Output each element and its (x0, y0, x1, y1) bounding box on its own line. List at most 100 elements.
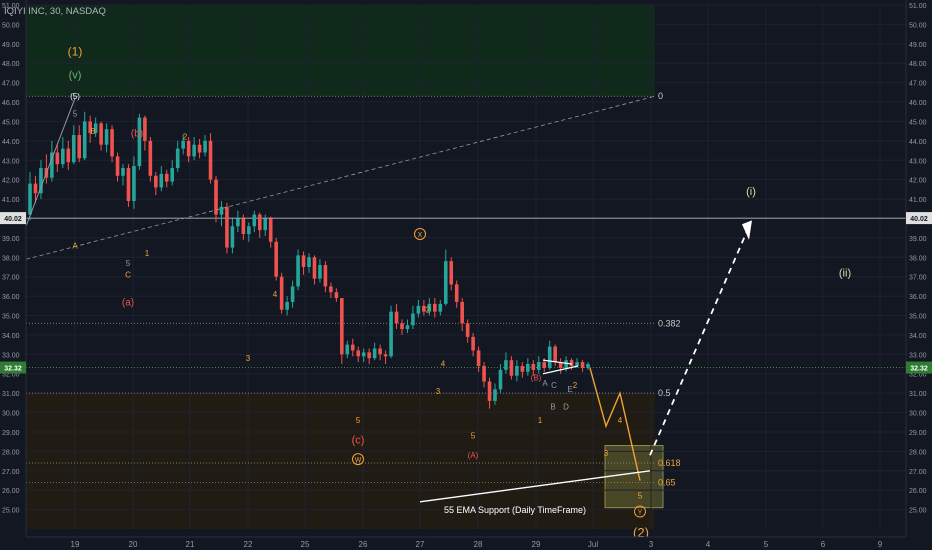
candle[interactable] (55, 144, 60, 172)
candle[interactable] (498, 364, 503, 394)
candle[interactable] (531, 360, 536, 376)
candle[interactable] (438, 299, 443, 316)
candle[interactable] (471, 332, 475, 357)
candle[interactable] (334, 288, 339, 302)
candle[interactable] (208, 133, 213, 184)
candle[interactable] (312, 255, 317, 285)
candle[interactable] (77, 125, 82, 163)
candle[interactable] (170, 160, 175, 186)
candle[interactable] (411, 305, 415, 330)
candle[interactable] (181, 135, 185, 155)
candle[interactable] (301, 251, 306, 275)
candle[interactable] (520, 362, 525, 378)
candle[interactable] (121, 164, 125, 186)
candle[interactable] (443, 249, 448, 306)
candle[interactable] (175, 140, 180, 172)
candle[interactable] (536, 356, 541, 374)
candle[interactable] (509, 356, 514, 380)
candle[interactable] (225, 202, 229, 254)
candle[interactable] (329, 282, 333, 299)
candle[interactable] (28, 171, 32, 221)
candle[interactable] (515, 360, 519, 382)
candle[interactable] (110, 125, 114, 163)
candle[interactable] (137, 113, 142, 170)
candle[interactable] (296, 249, 300, 291)
candle[interactable] (340, 298, 344, 365)
candle[interactable] (433, 298, 437, 318)
candle[interactable] (405, 319, 410, 333)
candle[interactable] (203, 135, 207, 157)
candle[interactable] (214, 175, 218, 223)
candle[interactable] (186, 136, 191, 163)
candle[interactable] (318, 259, 322, 283)
candlesticks[interactable] (28, 111, 590, 409)
candle[interactable] (372, 342, 377, 361)
candle[interactable] (279, 272, 284, 314)
candle[interactable] (526, 358, 530, 376)
candle[interactable] (148, 136, 153, 182)
candle[interactable] (460, 298, 464, 332)
candle[interactable] (143, 115, 147, 151)
candle[interactable] (93, 117, 98, 137)
candle[interactable] (553, 344, 557, 366)
candle[interactable] (39, 160, 43, 200)
candle[interactable] (586, 362, 590, 370)
candle[interactable] (361, 348, 366, 363)
candle[interactable] (285, 296, 289, 316)
candle[interactable] (257, 212, 262, 238)
candle[interactable] (115, 152, 120, 182)
candle[interactable] (367, 348, 371, 365)
candle[interactable] (241, 214, 246, 240)
candle[interactable] (274, 237, 278, 281)
candle[interactable] (465, 319, 470, 343)
candle[interactable] (394, 303, 399, 330)
candle[interactable] (33, 175, 38, 203)
candle[interactable] (449, 257, 454, 291)
candle[interactable] (454, 280, 459, 308)
candle[interactable] (487, 377, 492, 409)
candle[interactable] (164, 169, 169, 188)
candle[interactable] (263, 214, 268, 236)
candle[interactable] (230, 218, 235, 254)
candle[interactable] (197, 138, 202, 159)
candle[interactable] (345, 340, 350, 359)
candle[interactable] (482, 362, 486, 388)
candle[interactable] (132, 156, 136, 209)
candle[interactable] (504, 352, 508, 374)
candle[interactable] (71, 125, 76, 165)
candle[interactable] (389, 305, 393, 359)
candle[interactable] (383, 350, 388, 365)
candle[interactable] (126, 164, 131, 207)
candle[interactable] (378, 344, 382, 361)
candle[interactable] (219, 201, 224, 227)
candle[interactable] (159, 166, 164, 192)
candle[interactable] (50, 140, 54, 182)
candle[interactable] (82, 111, 87, 161)
candle[interactable] (104, 123, 109, 153)
candle[interactable] (99, 121, 103, 151)
candle[interactable] (422, 299, 426, 316)
candle[interactable] (88, 115, 92, 143)
candle[interactable] (307, 253, 311, 273)
candle[interactable] (154, 171, 158, 196)
candle[interactable] (236, 210, 240, 233)
candle[interactable] (350, 338, 355, 357)
candle[interactable] (580, 360, 585, 372)
candle[interactable] (323, 261, 328, 293)
candle[interactable] (66, 140, 71, 170)
candle[interactable] (61, 136, 65, 169)
candle[interactable] (476, 346, 481, 372)
candle[interactable] (356, 346, 361, 363)
candle[interactable] (547, 340, 552, 370)
candle[interactable] (290, 280, 295, 308)
candle[interactable] (192, 136, 196, 161)
candle[interactable] (427, 298, 432, 316)
candle[interactable] (416, 299, 421, 318)
candle[interactable] (558, 358, 563, 374)
candle[interactable] (268, 216, 273, 248)
candle[interactable] (247, 222, 251, 242)
candle[interactable] (252, 210, 257, 233)
candle[interactable] (493, 383, 497, 405)
